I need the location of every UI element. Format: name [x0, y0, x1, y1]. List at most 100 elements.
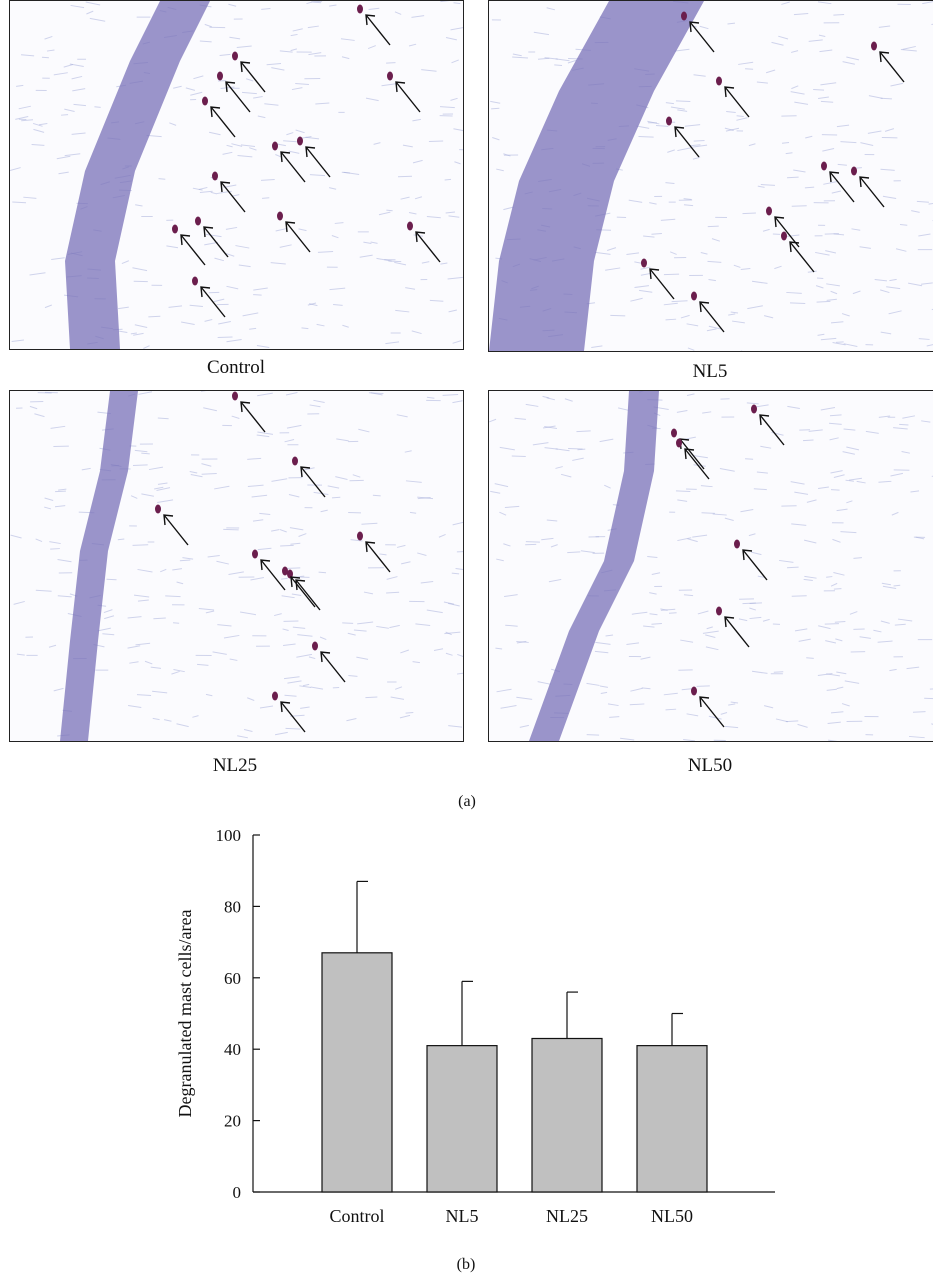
- panel-label-control: Control: [206, 357, 266, 378]
- mast-cell: [192, 276, 198, 286]
- mast-cell: [851, 166, 857, 176]
- arrow-icon: [684, 448, 710, 480]
- arrow-icon: [365, 14, 391, 46]
- subfigure-label-a: (a): [458, 793, 476, 810]
- mast-cell: [212, 171, 218, 181]
- arrow-icon: [280, 701, 306, 733]
- arrow-icon: [699, 301, 725, 333]
- arrow-icon: [649, 268, 675, 300]
- arrow-icon: [415, 231, 441, 263]
- arrow-icon: [280, 151, 306, 183]
- arrow-icon: [305, 146, 331, 178]
- panel-label-nl50: NL50: [687, 755, 733, 776]
- y-tick-label: 100: [216, 826, 242, 845]
- mast-cell: [671, 428, 677, 438]
- arrow-icon: [225, 81, 251, 113]
- y-tick-label: 20: [224, 1112, 241, 1131]
- mast-cell: [282, 566, 288, 576]
- x-tick-label: NL5: [446, 1206, 479, 1226]
- mast-cell: [155, 504, 161, 514]
- arrow-icon: [285, 221, 311, 253]
- arrow-icon: [365, 541, 391, 573]
- arrow-icon: [320, 651, 346, 683]
- mast-cell: [202, 96, 208, 106]
- micrograph-nl5: [488, 0, 933, 352]
- micrograph-image: [10, 1, 463, 349]
- arrow-icon: [200, 286, 226, 318]
- arrow-icon: [789, 241, 815, 273]
- mast-cell: [387, 71, 393, 81]
- mast-cell: [821, 161, 827, 171]
- x-tick-label: Control: [329, 1206, 384, 1226]
- arrow-icon: [679, 438, 705, 470]
- arrow-icon: [260, 559, 286, 591]
- arrow-icon: [300, 466, 326, 498]
- mast-cell: [312, 641, 318, 651]
- arrow-icon: [689, 21, 715, 53]
- mast-cell: [357, 4, 363, 14]
- micrograph-image: [489, 391, 933, 741]
- bar-nl25: [531, 1037, 603, 1193]
- arrow-icon: [240, 61, 266, 93]
- micrograph-image: [489, 1, 933, 351]
- micrograph-image: [10, 391, 463, 741]
- bar-control: [321, 952, 393, 1193]
- subfigure-label-b: (b): [456, 1256, 476, 1273]
- mast-cell: [232, 391, 238, 401]
- mast-cell: [871, 41, 877, 51]
- mast-cell: [232, 51, 238, 61]
- mast-cell: [676, 438, 682, 448]
- x-tick-label: NL25: [546, 1206, 588, 1226]
- arrow-icon: [742, 549, 768, 581]
- bar-chart: 0 20 40 60 80 100 Degranulated mast cells/area…: [175, 826, 775, 1226]
- arrow-icon: [724, 86, 750, 118]
- mast-cell: [292, 456, 298, 466]
- epidermis-layer: [529, 391, 659, 741]
- mast-cell: [766, 206, 772, 216]
- arrow-icon: [759, 414, 785, 446]
- mast-cell: [716, 76, 722, 86]
- panel-label-nl5: NL5: [692, 361, 728, 382]
- arrow-icon: [859, 176, 885, 208]
- arrow-icon: [180, 234, 206, 266]
- epidermis-layer: [65, 1, 210, 349]
- mast-cell: [277, 211, 283, 221]
- bar-nl50: [636, 1045, 708, 1193]
- mast-cell: [172, 224, 178, 234]
- mast-cell: [217, 71, 223, 81]
- y-axis-label: Degranulated mast cells/area: [175, 910, 195, 1118]
- mast-cell: [781, 231, 787, 241]
- epidermis-layer: [489, 1, 704, 351]
- mast-cell: [691, 291, 697, 301]
- arrow-icon: [210, 106, 236, 138]
- micrograph-control: [9, 0, 464, 350]
- mast-cell: [666, 116, 672, 126]
- arrow-icon: [203, 226, 229, 258]
- x-tick-label: NL50: [651, 1206, 693, 1226]
- mast-cell: [734, 539, 740, 549]
- epidermis-layer: [60, 391, 138, 741]
- arrow-icon: [395, 81, 421, 113]
- mast-cell: [272, 691, 278, 701]
- mast-cell: [751, 404, 757, 414]
- arrow-icon: [674, 126, 700, 158]
- arrow-icon: [829, 171, 855, 203]
- arrow-icon: [220, 181, 246, 213]
- mast-cell: [716, 606, 722, 616]
- bar-nl5: [426, 1045, 498, 1193]
- micrograph-nl50: [488, 390, 933, 742]
- mast-cell: [681, 11, 687, 21]
- arrow-icon: [290, 576, 316, 608]
- mast-cell: [297, 136, 303, 146]
- arrow-icon: [879, 51, 905, 83]
- mast-cell: [287, 569, 293, 579]
- y-tick-label: 60: [224, 969, 241, 988]
- mast-cell: [252, 549, 258, 559]
- arrow-icon: [699, 696, 725, 728]
- panel-label-nl25: NL25: [212, 755, 258, 776]
- mast-cell: [641, 258, 647, 268]
- y-tick-label: 80: [224, 897, 241, 916]
- y-tick-label: 40: [224, 1040, 241, 1059]
- arrow-icon: [724, 616, 750, 648]
- micrograph-nl25: [9, 390, 464, 742]
